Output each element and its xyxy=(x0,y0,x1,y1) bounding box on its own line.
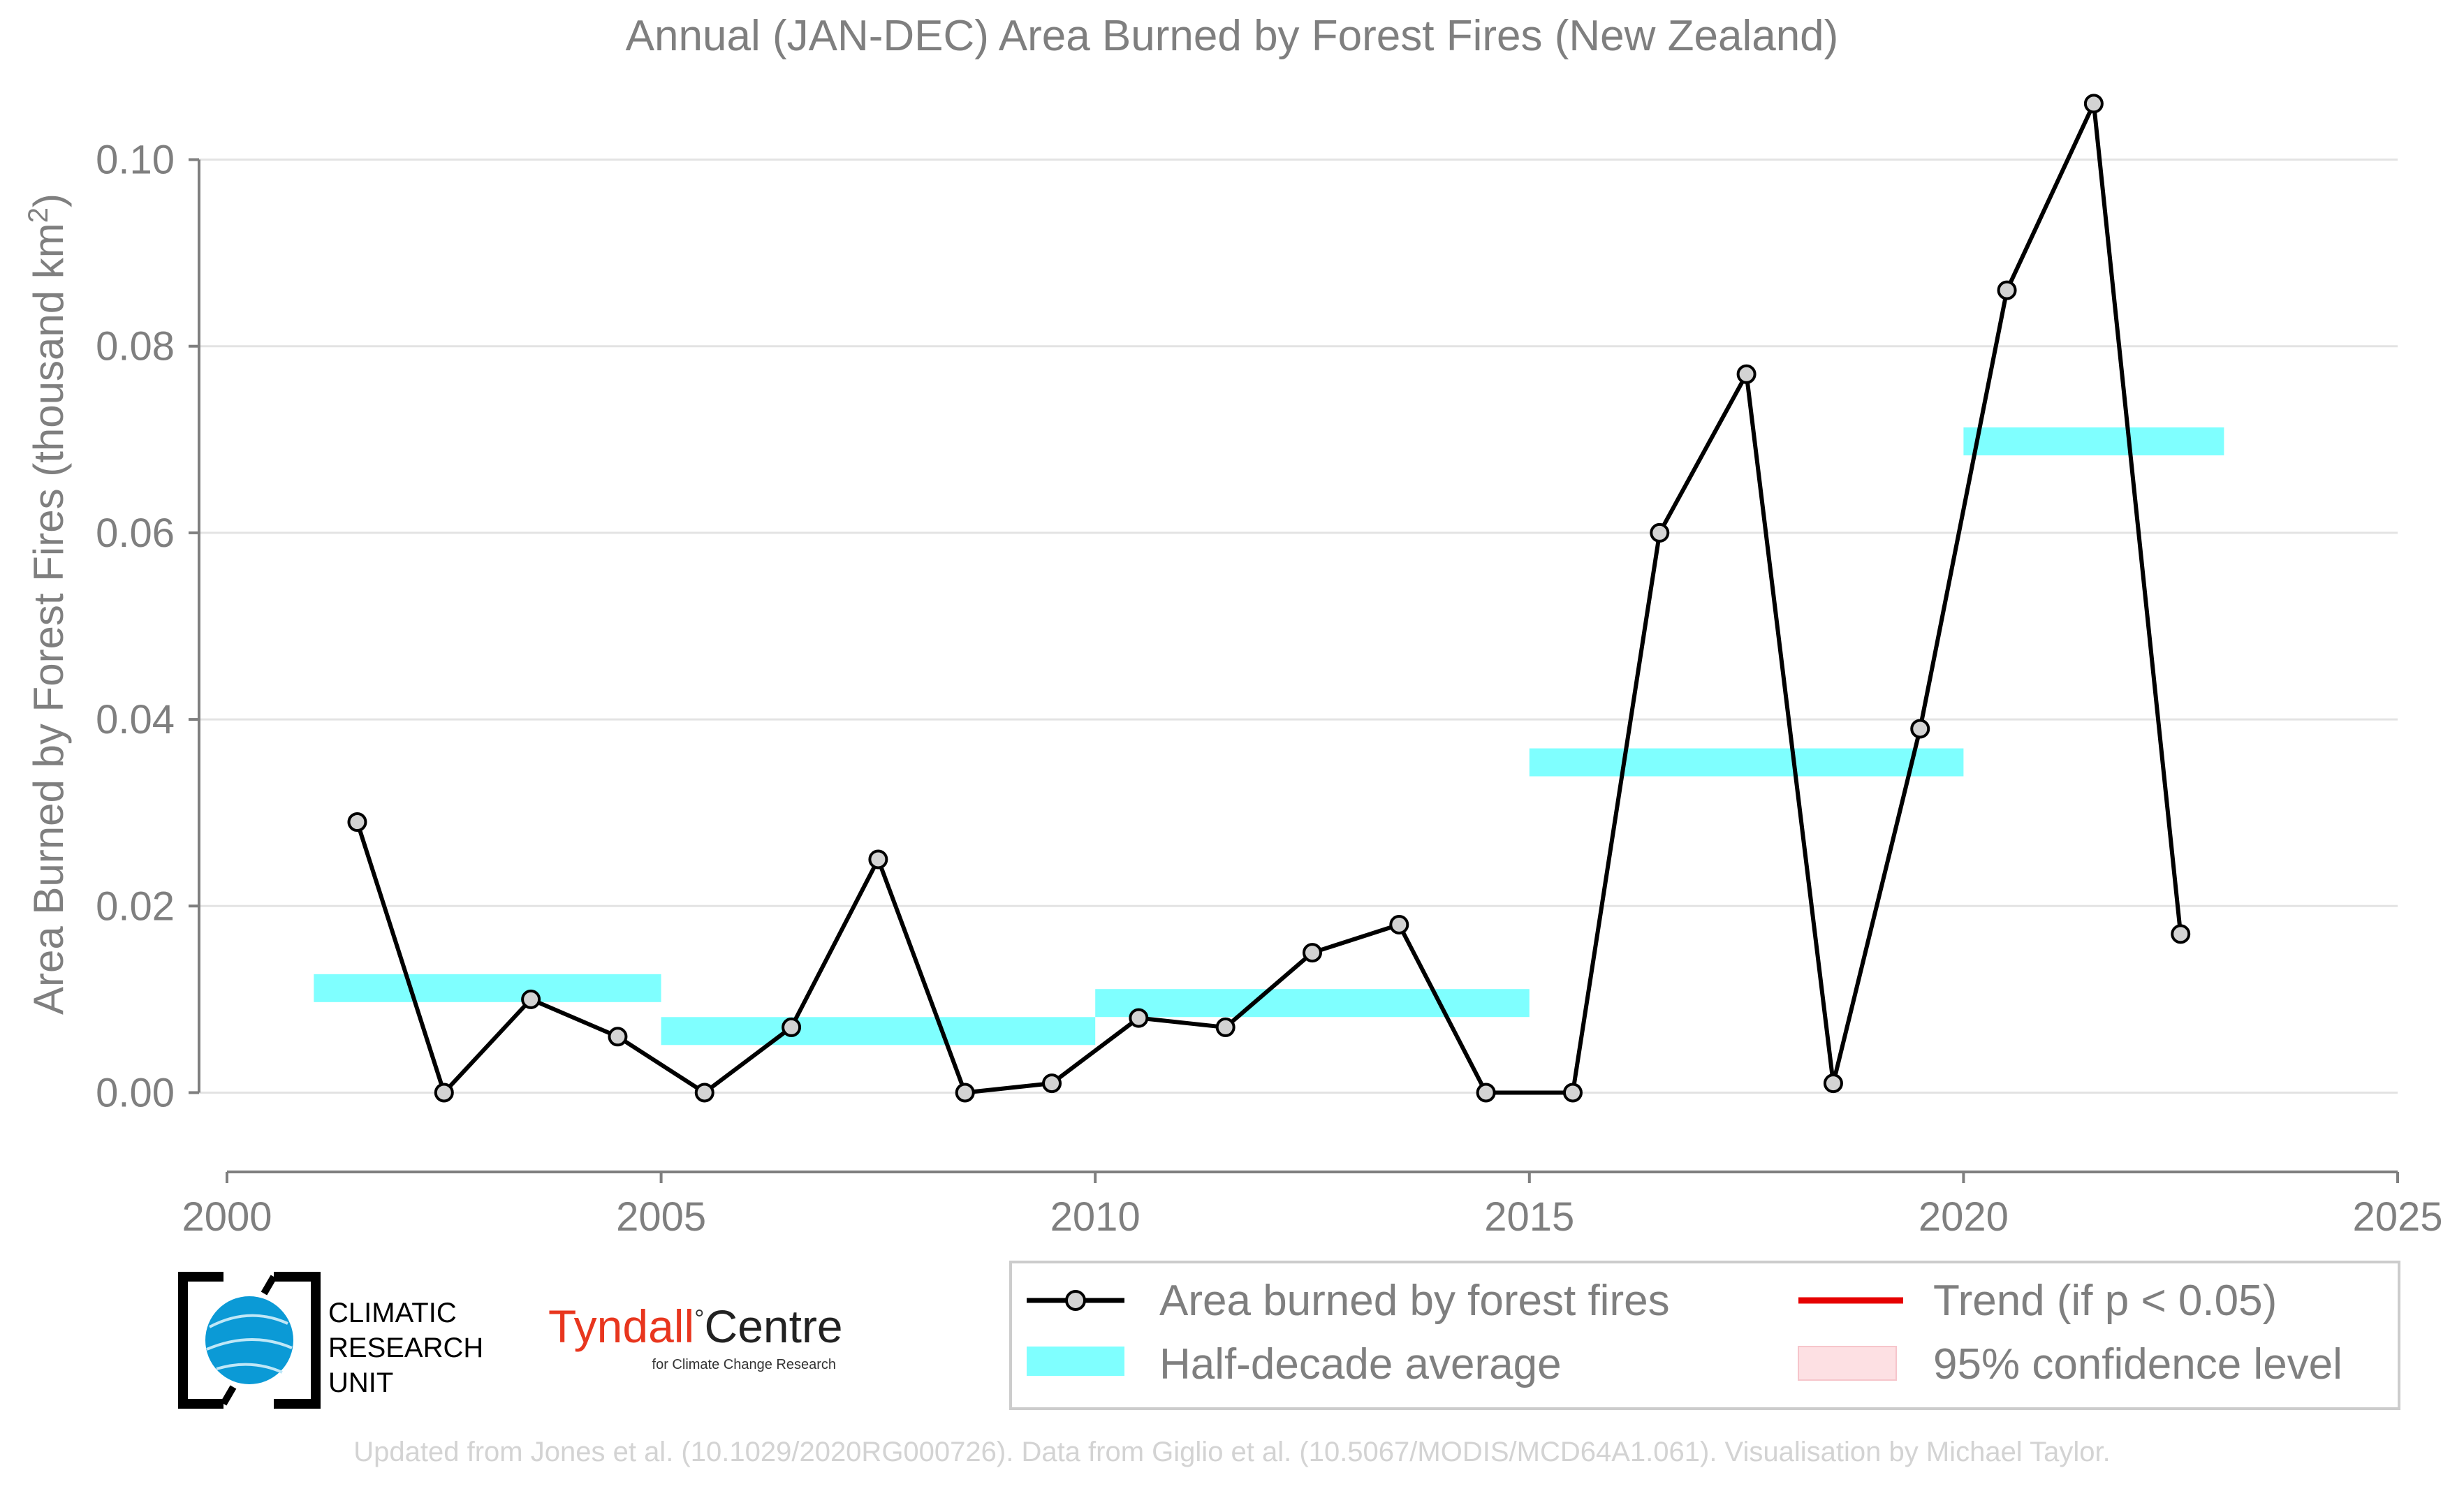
data-point xyxy=(608,1027,628,1047)
cru-text-line3: UNIT xyxy=(328,1367,393,1398)
data-point xyxy=(1650,522,1670,543)
data-point xyxy=(434,1083,454,1103)
x-tick-label: 2005 xyxy=(616,1194,706,1240)
footer-credit: Updated from Jones et al. (10.1029/2020R… xyxy=(353,1437,2110,1467)
cru-text-line1: CLIMATIC xyxy=(328,1298,457,1328)
data-point xyxy=(1303,943,1322,963)
cru-logo: CLIMATIC RESEARCH UNIT xyxy=(178,1272,483,1409)
y-tick-label: 0.06 xyxy=(96,511,175,556)
half-decade-average-bar xyxy=(1095,989,1530,1018)
tyndall-word: Tyndall xyxy=(548,1300,694,1352)
half-decade-bands xyxy=(314,427,2224,1046)
legend-swatch-confidence xyxy=(1798,1346,1897,1381)
legend-frame xyxy=(1009,1261,2400,1410)
data-point xyxy=(1042,1073,1062,1094)
chart-title: Annual (JAN-DEC) Area Burned by Forest F… xyxy=(626,12,1839,60)
grid xyxy=(189,159,2398,1094)
svg-text:Tyndall°Centre: Tyndall°Centre xyxy=(548,1300,843,1352)
cru-bracket-left xyxy=(178,1272,223,1409)
x-tick-label: 2020 xyxy=(1919,1194,2009,1240)
data-point xyxy=(2171,924,2191,944)
tyndall-subtitle: for Climate Change Research xyxy=(652,1357,836,1372)
legend-label-trend: Trend (if p < 0.05) xyxy=(1933,1277,2277,1325)
y-tick-label: 0.08 xyxy=(96,324,175,369)
half-decade-average-bar xyxy=(314,974,661,1002)
y-tick-label: 0.10 xyxy=(96,138,175,183)
data-point xyxy=(1389,914,1409,934)
data-point xyxy=(1823,1073,1843,1094)
legend-label-area-burned: Area burned by forest fires xyxy=(1159,1277,1670,1325)
cru-text-line2: RESEARCH xyxy=(328,1333,483,1363)
data-point xyxy=(1997,280,2017,300)
tyndall-centre: Centre xyxy=(705,1300,843,1352)
half-decade-average-bar xyxy=(1963,427,2224,455)
y-axis-label-text: Area Burned by Forest Fires (thousand km xyxy=(25,223,72,1015)
data-point xyxy=(782,1017,802,1037)
tyndall-degree: ° xyxy=(694,1304,704,1333)
y-tick-label: 0.02 xyxy=(96,883,175,929)
x-tick-label: 2025 xyxy=(2352,1194,2442,1240)
tyndall-logo: Tyndall°Centre for Climate Change Resear… xyxy=(548,1300,843,1372)
data-point xyxy=(1129,1008,1149,1028)
y-tick-label: 0.04 xyxy=(96,697,175,742)
x-tick-label: 2015 xyxy=(1484,1194,1574,1240)
x-tick-label: 2010 xyxy=(1050,1194,1141,1240)
data-point xyxy=(1562,1083,1583,1103)
y-axis: 0.00 0.02 0.04 0.06 0.08 0.10 xyxy=(96,138,200,1115)
y-axis-label-superscript: 2 xyxy=(23,207,54,223)
data-point xyxy=(868,849,888,870)
data-point xyxy=(1736,364,1757,384)
series-line xyxy=(355,101,2183,1095)
data-point xyxy=(2083,94,2104,114)
y-tick-label: 0.00 xyxy=(96,1070,175,1115)
data-point xyxy=(1910,719,1930,739)
data-point xyxy=(694,1083,714,1103)
data-point xyxy=(1215,1017,1235,1037)
half-decade-average-bar xyxy=(661,1017,1096,1046)
legend: Area burned by forest fires Trend (if p … xyxy=(1009,1261,2400,1410)
legend-label-confidence: 95% confidence level xyxy=(1933,1340,2342,1388)
y-axis-label-close: ) xyxy=(25,193,72,207)
half-decade-average-bar xyxy=(1529,748,1964,777)
data-point xyxy=(955,1083,975,1103)
legend-marker-area-burned xyxy=(1065,1290,1086,1311)
data-point xyxy=(1476,1083,1496,1103)
cru-bracket-right xyxy=(274,1272,321,1409)
y-axis-label: Area Burned by Forest Fires (thousand km… xyxy=(23,193,72,1015)
x-tick-label: 2000 xyxy=(182,1194,272,1240)
legend-swatch-half-decade xyxy=(1027,1347,1124,1376)
series-area-burned xyxy=(347,94,2191,1103)
x-axis: 2000 2005 2010 2015 2020 2025 xyxy=(182,1171,2443,1240)
data-point xyxy=(347,812,367,832)
legend-label-half-decade: Half-decade average xyxy=(1159,1340,1562,1388)
data-point xyxy=(521,989,541,1009)
